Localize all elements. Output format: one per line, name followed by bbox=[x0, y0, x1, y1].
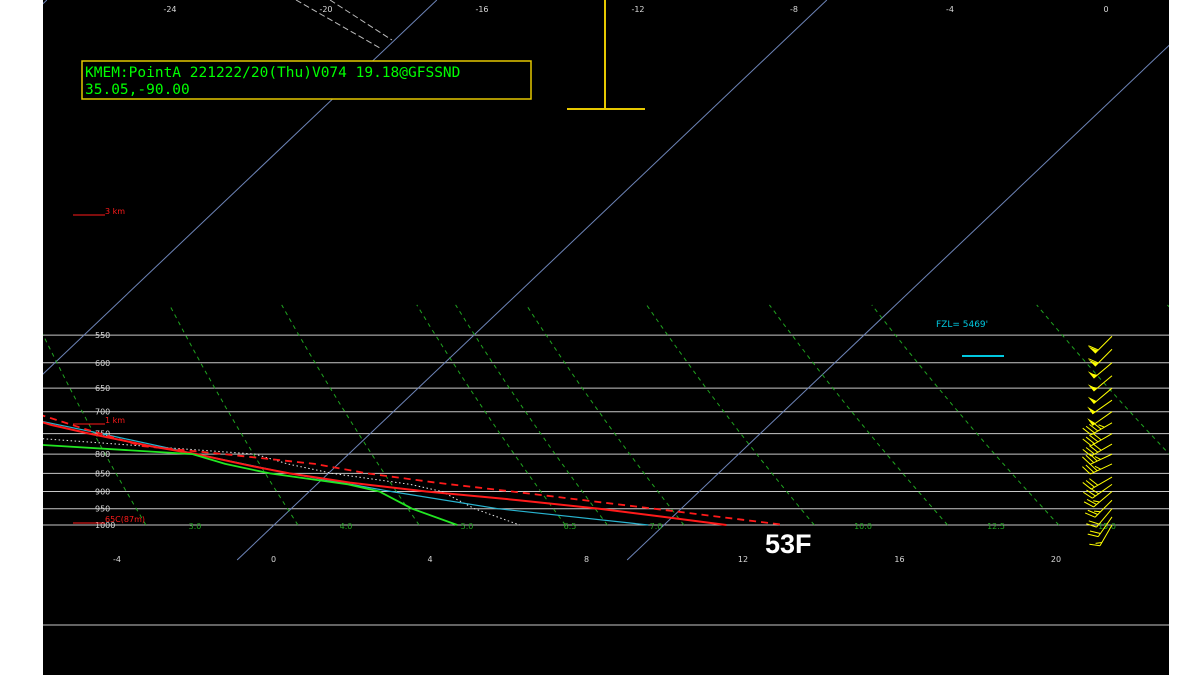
mixing-ratio-label: 5.0 bbox=[461, 522, 474, 531]
wind-barbs bbox=[1082, 335, 1113, 547]
bottom-tick-label: 16 bbox=[894, 555, 904, 564]
top-tick-label: 0 bbox=[1103, 5, 1108, 14]
mixing-ratio-label: 7.0 bbox=[650, 522, 663, 531]
mixing-ratio-label: 4.0 bbox=[340, 522, 353, 531]
mixing-ratio-line bbox=[769, 304, 948, 526]
top-tick-label: -12 bbox=[631, 5, 644, 14]
pressure-label-850: 850 bbox=[95, 469, 110, 478]
wind-barb bbox=[1083, 483, 1113, 499]
height-marker-sfc: 65C(87m) bbox=[105, 515, 145, 524]
wind-barb bbox=[1087, 362, 1113, 379]
surface-temperature-label: 53F bbox=[765, 529, 812, 559]
mixing-ratio-line bbox=[646, 304, 815, 526]
header-line-2: 35.05,-90.00 bbox=[85, 82, 190, 98]
wind-barb bbox=[1087, 516, 1113, 538]
effective-inflow-marker bbox=[567, 0, 645, 110]
wind-barb bbox=[1087, 375, 1113, 392]
bottom-tick-label: 8 bbox=[584, 555, 589, 564]
bottom-tick-label: 20 bbox=[1051, 555, 1061, 564]
dry-adiabat-segment bbox=[329, 0, 393, 41]
wind-barb bbox=[1089, 524, 1113, 547]
isotherm-0 bbox=[236, 0, 828, 561]
mixing-ratio-labels: 3.0 4.0 5.0 6.5 7.0 10.0 12.5 15.0 bbox=[189, 522, 1116, 531]
wind-barb bbox=[1082, 453, 1113, 465]
freezing-level-label: FZL= 5469' bbox=[936, 320, 988, 330]
plot-background bbox=[43, 0, 1169, 675]
pressure-label-900: 900 bbox=[95, 488, 110, 497]
mixing-ratio-line bbox=[1036, 304, 1169, 455]
wind-barb bbox=[1087, 411, 1113, 426]
mixing-ratio-label: 3.0 bbox=[189, 522, 202, 531]
top-tick-label: -16 bbox=[475, 5, 488, 14]
isotherm-10 bbox=[626, 44, 1169, 561]
mixing-ratio-line bbox=[281, 304, 420, 526]
top-temperature-ticks: -24 -20 -16 -12 -8 -4 0 bbox=[163, 5, 1108, 14]
wind-barb bbox=[1087, 399, 1113, 415]
wind-barb bbox=[1082, 432, 1113, 447]
pressure-label-800: 800 bbox=[95, 450, 110, 459]
height-marker-1km: 1 km bbox=[105, 416, 125, 425]
mixing-ratio-line bbox=[416, 304, 566, 526]
wind-barb bbox=[1082, 463, 1113, 475]
wind-barb bbox=[1088, 348, 1113, 367]
header-box-frame bbox=[81, 60, 532, 100]
top-tick-label: -20 bbox=[319, 5, 332, 14]
pressure-label-950: 950 bbox=[95, 505, 110, 514]
header-box: KMEM:PointA 221222/20(Thu)V074 19.18@GFS… bbox=[81, 60, 532, 100]
dry-adiabat bbox=[295, 0, 393, 49]
wind-barb bbox=[1082, 422, 1113, 436]
profile-series bbox=[43, 414, 786, 526]
mixing-ratio-label: 6.5 bbox=[564, 522, 577, 531]
pressure-label-600: 600 bbox=[95, 359, 110, 368]
bottom-tick-label: -4 bbox=[113, 555, 121, 564]
wind-barb bbox=[1087, 387, 1113, 404]
temperature-line bbox=[43, 421, 727, 526]
bottom-tick-label: 12 bbox=[738, 555, 748, 564]
height-marker-3km: 3 km bbox=[105, 207, 125, 216]
mixing-ratio-line bbox=[455, 304, 608, 526]
mixing-ratio-lines bbox=[43, 304, 1169, 526]
mixing-ratio-label: 10.0 bbox=[854, 522, 872, 531]
virtual-temperature-line bbox=[43, 414, 786, 526]
wind-barb bbox=[1084, 499, 1113, 518]
mixing-ratio-label: 15.0 bbox=[1098, 522, 1116, 531]
pressure-label-550: 550 bbox=[95, 331, 110, 340]
top-tick-label: -8 bbox=[790, 5, 798, 14]
mixing-ratio-line bbox=[871, 304, 1060, 526]
mixing-ratio-line bbox=[169, 304, 299, 526]
dry-adiabat-segment bbox=[295, 0, 381, 49]
freezing-level: FZL= 5469' bbox=[936, 320, 1004, 357]
mixing-ratio-label: 12.5 bbox=[987, 522, 1005, 531]
top-tick-label: -24 bbox=[163, 5, 176, 14]
wind-barb bbox=[1082, 443, 1113, 457]
bottom-temperature-ticks: -4 0 4 8 12 16 20 bbox=[113, 555, 1061, 564]
dewpoint-line bbox=[43, 444, 458, 526]
wind-barb bbox=[1088, 335, 1113, 354]
top-tick-label: -4 bbox=[946, 5, 954, 14]
pressure-label-700: 700 bbox=[95, 408, 110, 417]
pressure-label-650: 650 bbox=[95, 384, 110, 393]
wind-barb bbox=[1083, 491, 1113, 508]
header-line-1: KMEM:PointA 221222/20(Thu)V074 19.18@GFS… bbox=[85, 65, 460, 81]
wind-barb bbox=[1086, 508, 1113, 528]
bottom-tick-label: 0 bbox=[271, 555, 276, 564]
height-markers: 3 km 1 km 65C(87m) bbox=[73, 207, 145, 524]
mixing-ratio-line bbox=[525, 304, 685, 526]
bottom-tick-label: 4 bbox=[427, 555, 432, 564]
parcel-trace-line bbox=[43, 420, 649, 526]
pressure-label-1000: 1000 bbox=[95, 521, 115, 530]
